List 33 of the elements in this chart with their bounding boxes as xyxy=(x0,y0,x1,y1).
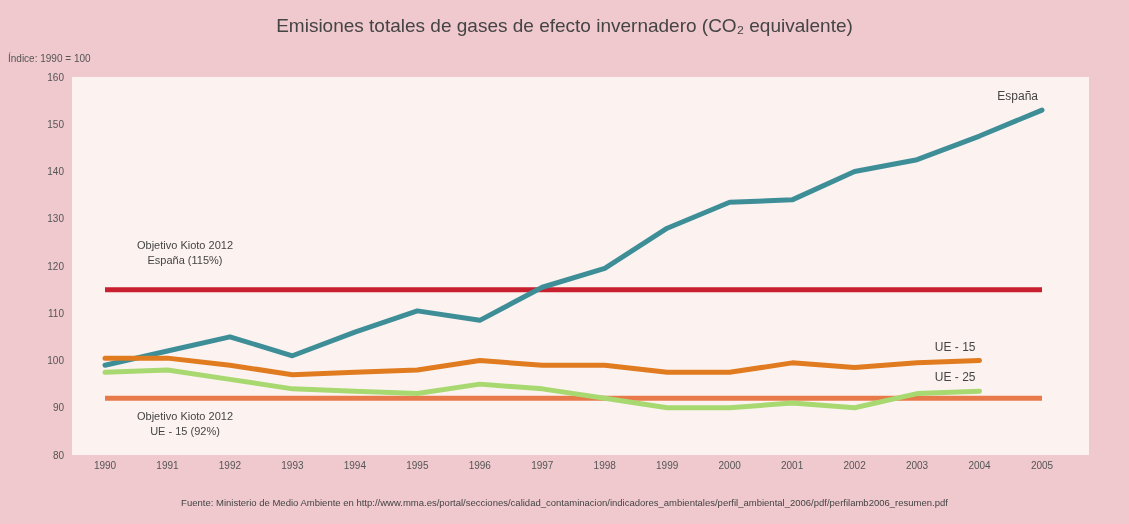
x-tick-label: 1990 xyxy=(93,460,117,471)
x-tick-label: 2002 xyxy=(843,460,867,471)
x-tick-label: 1999 xyxy=(656,460,679,471)
x-tick-label: 1991 xyxy=(156,460,180,471)
y-tick-label: 110 xyxy=(48,307,65,319)
ref-line-label: Objetivo Kioto 2012 España (115%) xyxy=(136,238,234,266)
x-tick-label: 2000 xyxy=(718,460,742,471)
y-tick-label: 120 xyxy=(47,260,65,272)
x-tick-label: 1993 xyxy=(281,460,304,471)
y-tick-label: 100 xyxy=(47,355,65,366)
x-tick-label: 2003 xyxy=(905,460,929,471)
x-tick-label: 2001 xyxy=(781,460,804,471)
x-tick-label: 2004 xyxy=(968,460,992,471)
x-tick-label: 1992 xyxy=(218,460,242,471)
y-tick-label: 80 xyxy=(52,449,65,461)
chart-title: Emisiones totales de gases de efecto invernadero (CO₂ equivalente) xyxy=(276,15,853,36)
y-tick-label: 160 xyxy=(47,71,65,83)
x-tick-label: 1998 xyxy=(593,460,617,471)
x-tick-label: 1997 xyxy=(531,460,554,471)
source-note: Fuente: Ministerio de Medio Ambiente en http://www.mma.es/portal/secciones/calidad_contaminacion/indicadores_ambientales/perfil_ambiental_2006/pdf/perfilamb2006_resumen.pdf xyxy=(181,497,949,508)
y-axis-title: Índice: 1990 = 100 xyxy=(8,52,92,64)
x-tick-label: 2005 xyxy=(1030,460,1054,471)
y-tick-label: 90 xyxy=(52,402,65,414)
y-tick-label: 150 xyxy=(47,118,65,130)
series-label: España xyxy=(997,89,1039,104)
y-tick-label: 140 xyxy=(47,166,65,177)
series-label: UE - 25 xyxy=(934,370,976,385)
y-tick-label: 130 xyxy=(47,213,65,225)
x-tick-label: 1995 xyxy=(406,460,429,471)
x-tick-label: 1994 xyxy=(343,460,367,471)
series-label: UE - 15 xyxy=(934,339,976,354)
ref-line-label: Objetivo Kioto 2012 UE - 15 (92%) xyxy=(136,410,234,438)
x-tick-label: 1996 xyxy=(468,460,492,471)
